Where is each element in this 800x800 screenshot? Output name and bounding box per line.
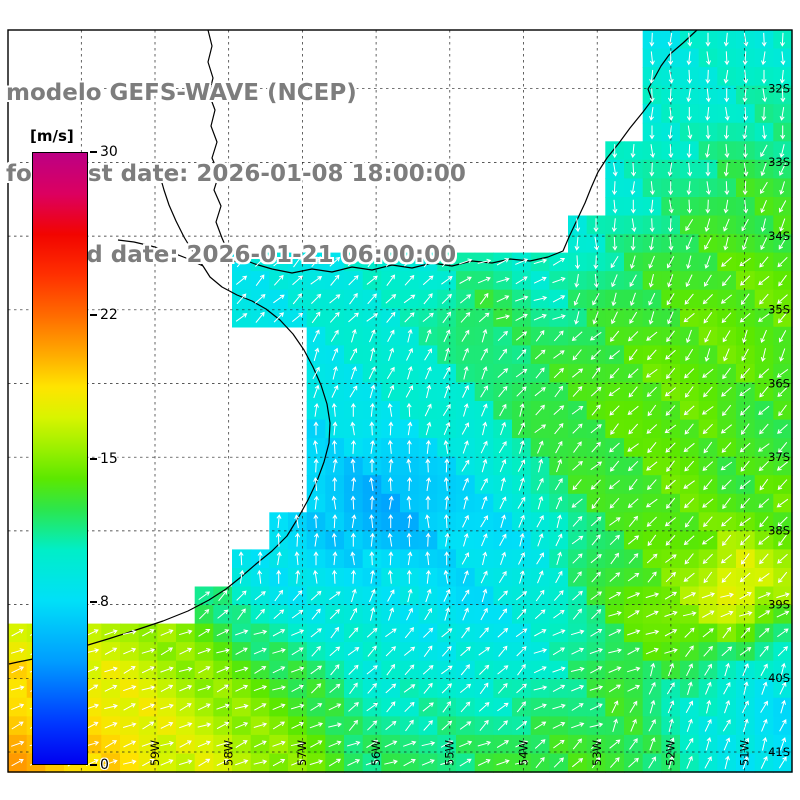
lon-label: 58W [222,740,236,766]
heatmap-cell [754,530,774,551]
heatmap-cell [586,456,606,476]
lon-axis-labels: 59W 58W 57W 56W 55W 54W 53W 52W 51W [148,740,752,766]
heatmap-cell [232,716,252,736]
colorbar-unit-label: [m/s] [30,127,74,145]
colorbar-tick [90,151,97,153]
heatmap-cell [400,308,420,328]
lat-label: 33S [768,155,790,169]
heatmap-cell [586,419,606,439]
lat-label: 39S [768,597,790,611]
heatmap-cell [624,456,644,476]
heatmap-cell [138,716,158,736]
model-title: modelo GEFS-WAVE (NCEP) [6,80,357,106]
map-frame [7,29,793,773]
lat-label: 38S [768,524,790,538]
lat-label: 36S [768,376,790,390]
colorbar-tick [90,457,97,460]
title-block: modelo GEFS-WAVE (NCEP) forecast date: 2… [6,26,466,323]
heatmap-cell [698,493,718,513]
heatmap-cell [754,456,774,476]
forecast-date-line: forecast date: 2026-01-08 18:00:00 [6,161,466,187]
coastline [117,239,204,267]
colorbar-tick-label: 22 [100,307,118,324]
heatmap-cell [530,716,550,736]
colorbar-tick-label: 15 [100,450,118,467]
coastline [207,29,698,274]
heatmap-cell [586,345,606,365]
heatmap-cell [530,419,550,439]
graticule-lines [8,30,792,772]
heatmap-cell [586,605,606,625]
heatmap-cell [698,605,718,625]
lat-label: 37S [768,450,790,464]
heatmap-cell [568,419,588,439]
heatmap-cell [474,753,494,773]
heatmap-cell [418,753,438,773]
heatmap-cell [736,530,756,551]
lat-label: 35S [768,303,790,317]
colorbar-tick [90,764,97,766]
lon-label: 57W [295,740,309,766]
lon-label: 54W [516,740,530,766]
heatmap-cell [194,605,214,625]
heatmap-cell [362,308,382,328]
lon-label: 55W [443,740,457,766]
colorbar-tick-label: 8 [100,593,109,610]
coastline [159,175,204,267]
lon-label: 51W [737,740,751,766]
colorbar-tick-label: 30 [100,144,118,160]
lon-label: 53W [590,740,604,766]
colorbar-tick-label: 0 [100,757,109,773]
heatmap-cell [288,679,308,699]
heatmap-cell [642,493,662,513]
colorbar-tick [90,314,97,317]
heatmap-cell [512,308,532,328]
heatmap-cell [176,679,196,699]
heatmap-cell [642,605,662,625]
heatmap-cell [8,753,28,773]
heatmap-cell [754,605,774,625]
heatmap-cell [754,568,774,588]
coastline [8,265,331,665]
heatmap-cell [306,679,326,699]
heatmap-cell [530,308,550,328]
wind-direction-arrows [10,32,790,770]
heatmap-cell [194,753,214,773]
lat-label: 32S [768,82,790,96]
heatmap-cell [698,419,718,439]
heatmap-cell [754,308,774,328]
lat-axis-labels: 32S 33S 34S 35S 36S 37S 38S 39S 40S 41S [768,82,790,759]
colorbar-tick [90,600,97,603]
lat-label: 34S [768,229,790,243]
heatmap-cell [642,456,662,476]
lat-label: 40S [768,671,790,685]
lon-label: 56W [369,740,383,766]
lon-label: 59W [148,740,162,766]
heatmap-cell [568,679,588,699]
heatmap-cell [698,530,718,551]
colorbar: [m/s] 30 22 15 8 0 [0,0,150,800]
heatmap-cell [400,753,420,773]
lon-label: 52W [664,740,678,766]
heatmap-cell [362,716,382,736]
heatmap-cell [680,493,700,513]
colorbar-gradient [32,152,88,765]
heatmap-cell [138,753,158,773]
lat-label: 41S [768,745,790,759]
